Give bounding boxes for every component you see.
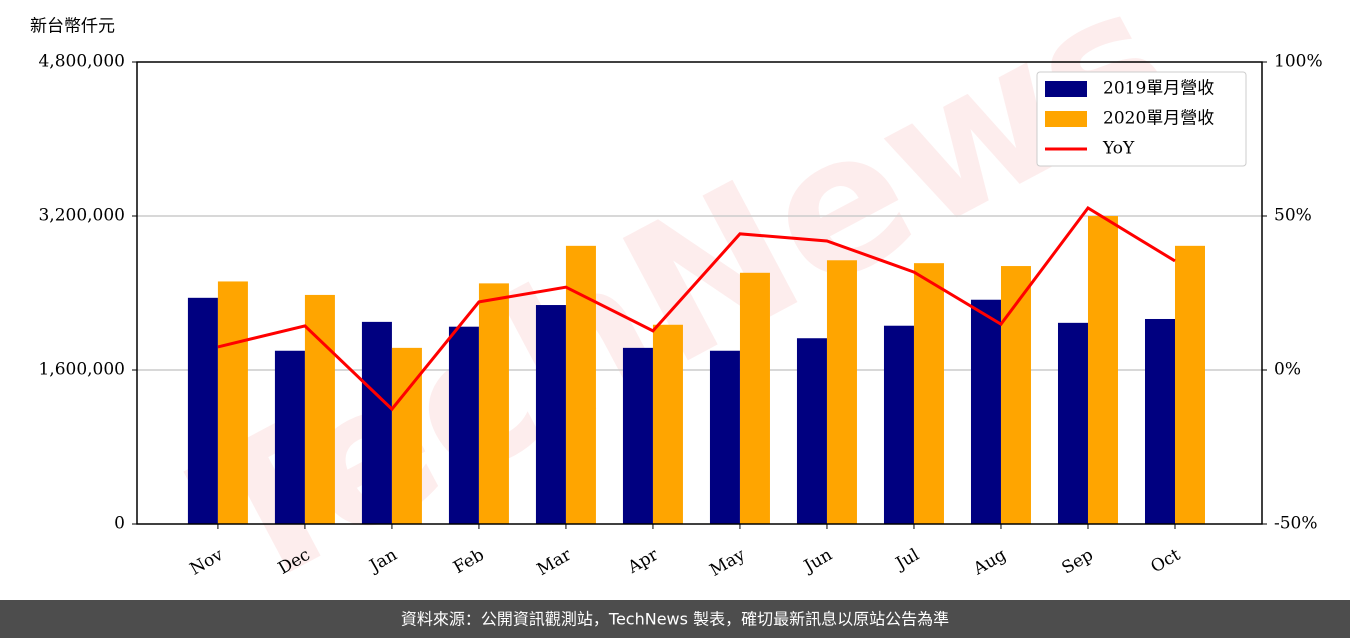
bar [883, 325, 914, 524]
x-tick-label: Jun [799, 545, 836, 578]
y-tick-label: 3,200,000 [38, 206, 125, 226]
y-axis-label: 新台幣仟元 [30, 17, 115, 37]
bar [217, 281, 248, 524]
x-tick-label: Feb [450, 545, 488, 578]
bar [565, 245, 596, 524]
bar [1087, 216, 1118, 524]
bar [391, 347, 422, 524]
footer-bar [0, 600, 1350, 638]
bar [1000, 266, 1031, 524]
legend-swatch [1045, 81, 1087, 97]
x-tick-label: May [707, 545, 750, 581]
bar [535, 305, 566, 524]
y2-tick-label: -50% [1274, 514, 1318, 534]
bar [448, 326, 479, 524]
y-tick-label: 1,600,000 [38, 360, 125, 380]
x-tick-label: Mar [534, 544, 576, 580]
bar [361, 321, 392, 524]
x-tick-label: Apr [624, 544, 663, 578]
legend-swatch [1045, 111, 1087, 127]
bar [274, 350, 305, 524]
bar [1174, 245, 1205, 524]
bar [1057, 322, 1088, 524]
footer-text: 資料來源：公開資訊觀測站，TechNews 製表，確切最新訊息以原站公告為準 [401, 610, 949, 629]
line [217, 206, 1176, 412]
legend: 2019單月營收 2020單月營收 YoY [1036, 71, 1247, 167]
y-tick-label: 0 [114, 514, 125, 534]
bar [622, 347, 653, 524]
plot-frame [136, 61, 1263, 525]
legend-label: 2019單月營收 [1103, 79, 1214, 99]
y-tick-label: 4,800,000 [38, 52, 125, 72]
x-tick-label: Oct [1148, 545, 1184, 578]
bar [739, 272, 770, 524]
legend-box [1036, 71, 1247, 167]
bar [478, 283, 509, 524]
y2-tick-label: 100% [1274, 52, 1323, 72]
bar [1144, 318, 1175, 524]
bar [913, 263, 944, 524]
bar [709, 350, 740, 524]
legend-label: 2020單月營收 [1103, 109, 1214, 129]
legend-label: YoY [1102, 139, 1135, 159]
x-tick-label: Aug [969, 545, 1010, 580]
x-tick-label: Jul [891, 545, 923, 575]
bar [826, 260, 857, 524]
y2-tick-label: 50% [1274, 206, 1312, 226]
bar [796, 338, 827, 524]
x-tick-label: Sep [1059, 545, 1097, 579]
y2-tick-label: 0% [1274, 360, 1301, 380]
bar [304, 294, 335, 524]
x-tick-label: Nov [187, 545, 227, 580]
bar [970, 299, 1001, 524]
bar [187, 297, 218, 524]
bar [652, 324, 683, 524]
